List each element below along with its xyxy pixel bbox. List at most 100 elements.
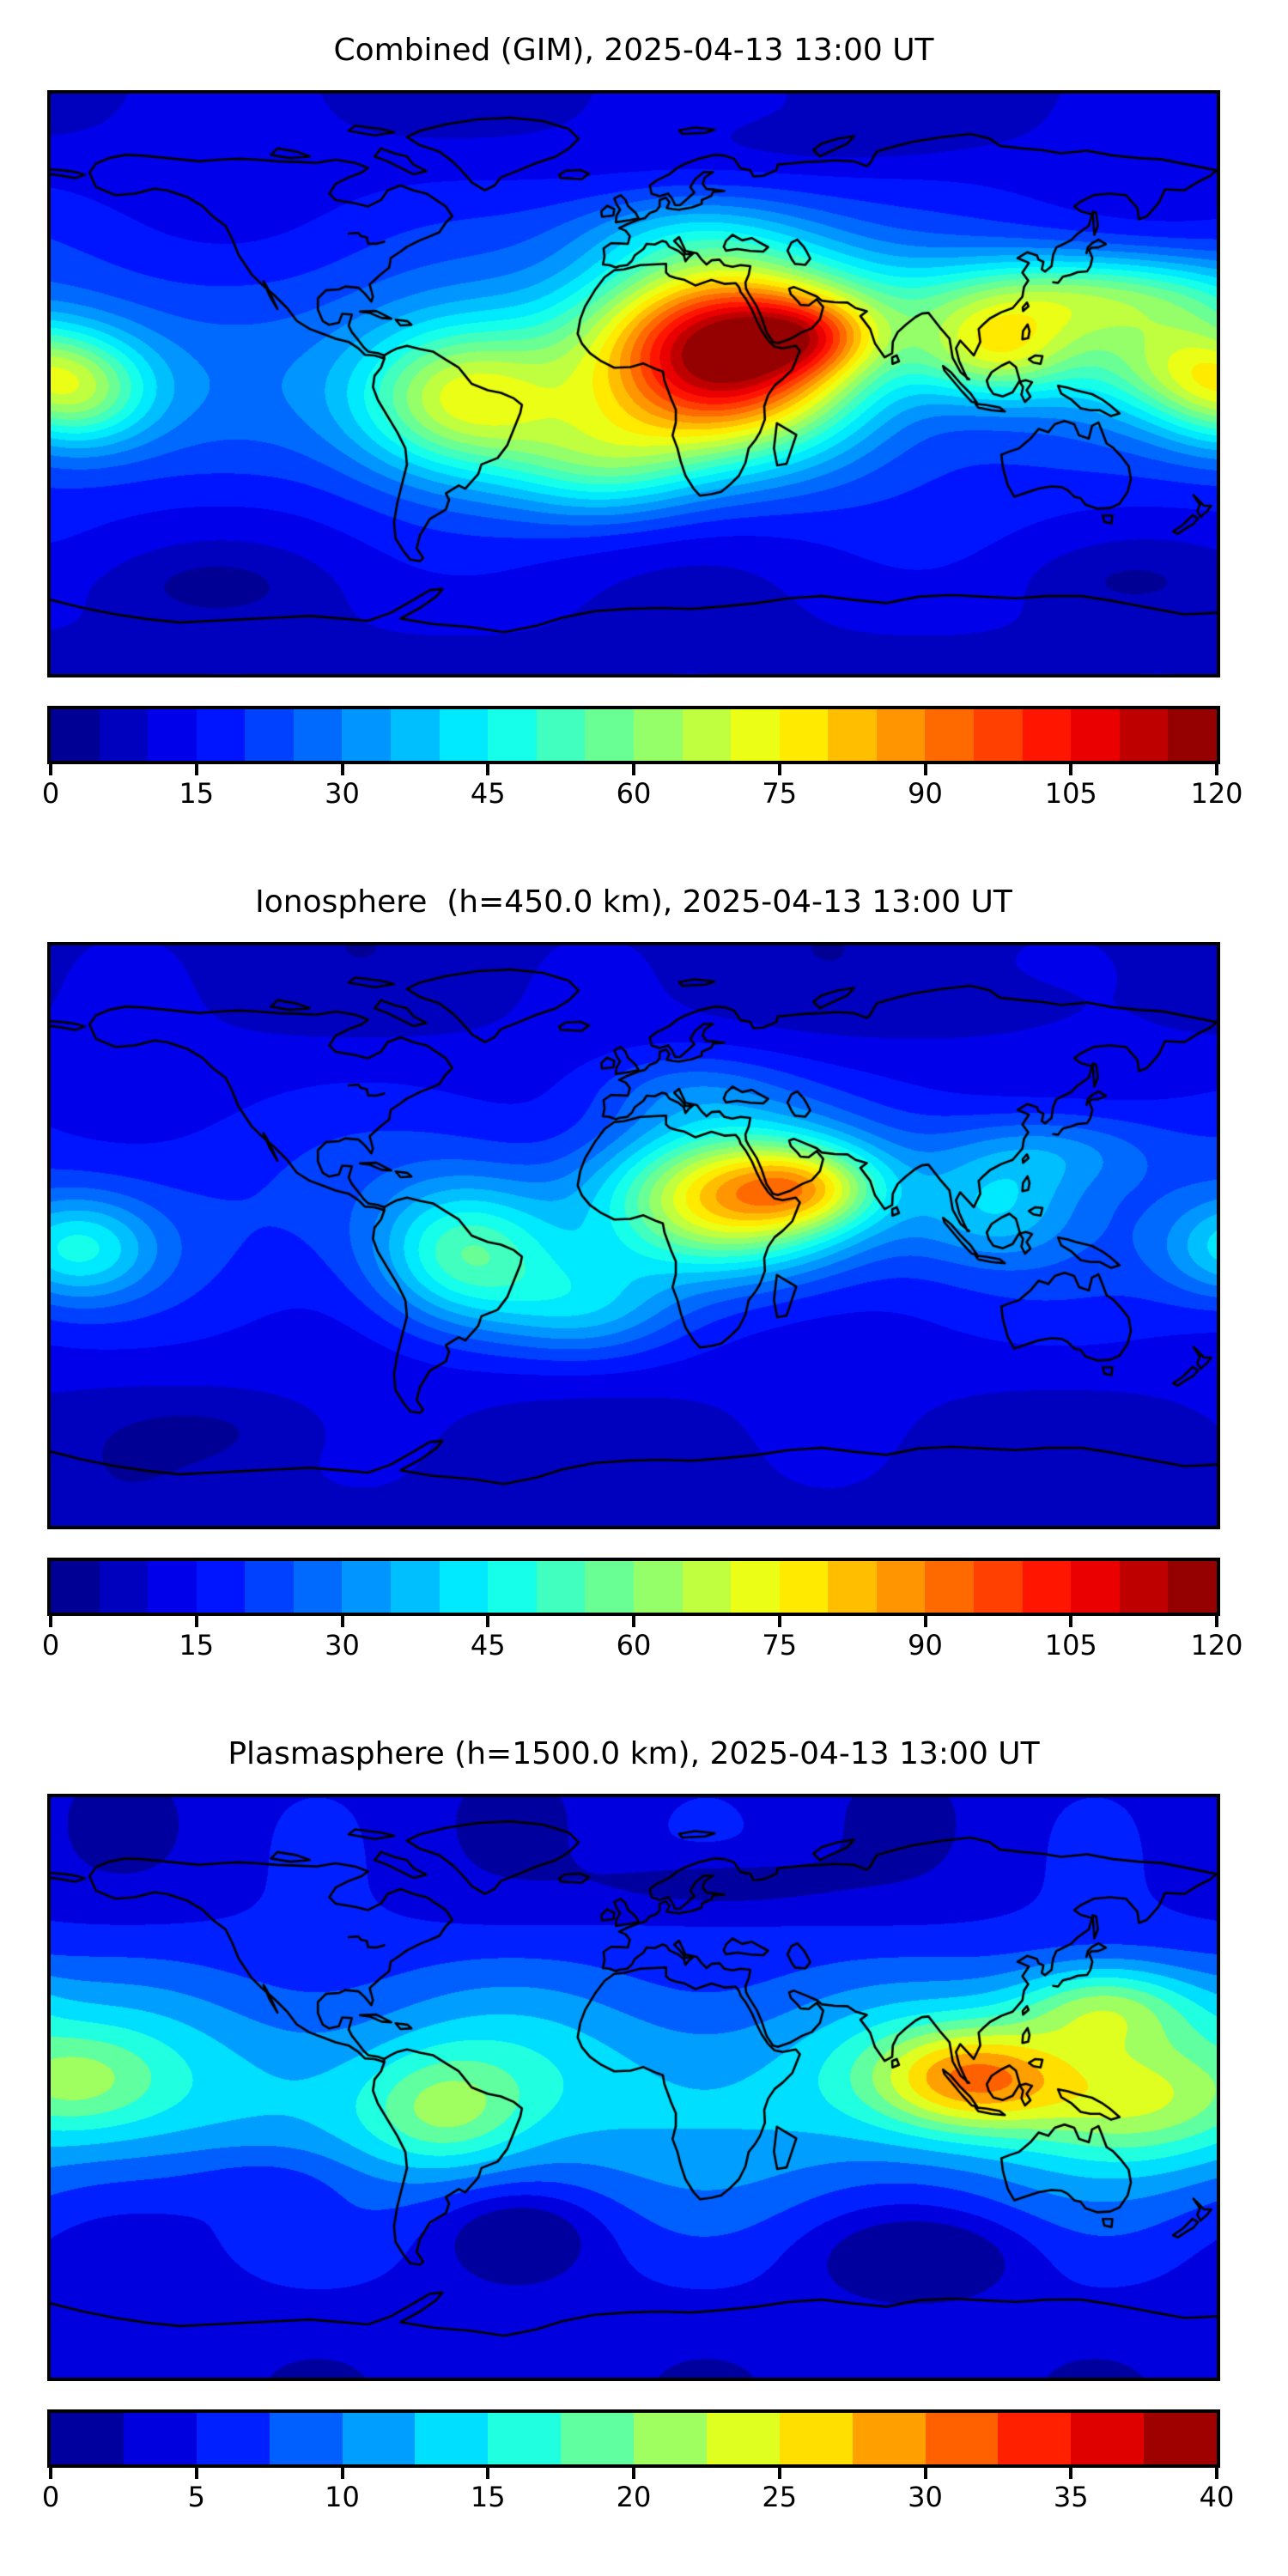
colorbar-segment <box>1071 709 1120 761</box>
colorbar-tick <box>486 1616 490 1627</box>
panel-ionosphere: Ionosphere (h=450.0 km), 2025-04-13 13:0… <box>42 883 1243 1662</box>
colorbar-segment <box>973 1561 1023 1613</box>
colorbar-segment <box>585 1561 634 1613</box>
colorbar-tick-label: 25 <box>762 2481 798 2513</box>
colorbar-segment <box>148 709 197 761</box>
map-frame-plasmasphere <box>47 1794 1220 2381</box>
colorbar-tick-label: 60 <box>616 777 652 810</box>
colorbar-segment <box>585 709 634 761</box>
colorbar-tick-label: 45 <box>470 777 506 810</box>
colorbar-tick-label: 105 <box>1044 777 1097 810</box>
colorbar-segment <box>488 2413 562 2464</box>
colorbar-segment <box>779 2413 853 2464</box>
colorbar-segment <box>269 2413 343 2464</box>
colorbar-segment <box>245 1561 294 1613</box>
colorbar-segment <box>1071 2413 1145 2464</box>
colorbar-tick <box>1069 1616 1073 1627</box>
colorbar-segment <box>973 709 1023 761</box>
colorbar-segment <box>1119 709 1169 761</box>
colorbar-tick-label: 120 <box>1190 1629 1243 1662</box>
colorbar-segment <box>561 2413 634 2464</box>
colorbar-tick <box>340 2468 344 2479</box>
colorbar-tick <box>194 764 198 775</box>
colorbar-tick-label: 30 <box>908 2481 943 2513</box>
colorbar-segment <box>415 2413 489 2464</box>
colorbar-segment <box>828 709 877 761</box>
colorbar-tick-label: 0 <box>41 1629 60 1662</box>
colorbar-segment <box>51 2413 124 2464</box>
colorbar-tick <box>1215 1616 1218 1627</box>
colorbar-segment <box>634 2413 707 2464</box>
colorbar-tick <box>923 2468 927 2479</box>
colorbar-segment <box>342 2413 416 2464</box>
panel-combined-gim: Combined (GIM), 2025-04-13 13:00 UT 0 15 3… <box>42 31 1243 810</box>
colorbar-tick <box>1215 764 1218 775</box>
colorbar-tick <box>777 764 781 775</box>
colorbar-segment <box>99 1561 149 1613</box>
colorbar-segment <box>293 1561 343 1613</box>
colorbar-segment <box>51 709 100 761</box>
colorbar-segment <box>828 1561 877 1613</box>
colorbar-segment <box>925 2413 999 2464</box>
colorbar-tick <box>340 1616 344 1627</box>
colorbar-segment <box>536 1561 586 1613</box>
colorbar-segment <box>682 709 732 761</box>
figure: Combined (GIM), 2025-04-13 13:00 UT 0 15 3… <box>41 31 1243 2513</box>
colorbar-segment <box>439 709 489 761</box>
colorbar-axis-combined: 0 15 30 45 60 75 90 105 120 <box>42 764 1243 810</box>
colorbar-segment <box>488 709 537 761</box>
colorbar-tick-label: 90 <box>908 1629 943 1662</box>
colorbar-tick-label: 0 <box>41 2481 60 2513</box>
colorbar-segment <box>1144 2413 1217 2464</box>
colorbar-segment <box>196 709 246 761</box>
colorbar-segment <box>1022 709 1072 761</box>
colorbar-segment <box>196 2413 270 2464</box>
colorbar-segment <box>245 709 294 761</box>
colorbar-tick-label: 0 <box>41 777 60 810</box>
colorbar-tick <box>340 764 344 775</box>
colorbar-tick <box>194 1616 198 1627</box>
colorbar-segment <box>706 2413 780 2464</box>
colorbar-segment <box>391 1561 440 1613</box>
panel-title-plasmasphere: Plasmasphere (h=1500.0 km), 2025-04-13 1… <box>228 1736 1040 1771</box>
colorbar-segment <box>342 1561 392 1613</box>
colorbar-segment <box>293 709 343 761</box>
colorbar-axis-ionosphere: 0 15 30 45 60 75 90 105 120 <box>42 1616 1243 1662</box>
colorbar-segment <box>925 1561 974 1613</box>
colorbar-tick <box>1215 2468 1218 2479</box>
colorbar-tick-label: 10 <box>325 2481 360 2513</box>
colorbar-tick-label: 40 <box>1199 2481 1235 2513</box>
colorbar-tick-label: 30 <box>325 1629 360 1662</box>
colorbar-segment <box>148 1561 197 1613</box>
colorbar-tick <box>486 764 490 775</box>
colorbar-tick-label: 15 <box>470 2481 506 2513</box>
colorbar-tick <box>49 2468 52 2479</box>
colorbar-segment <box>51 1561 100 1613</box>
colorbar-tick <box>49 1616 52 1627</box>
colorbar-tick <box>1069 764 1073 775</box>
colorbar-segment <box>998 2413 1072 2464</box>
colorbar-segment <box>1022 1561 1072 1613</box>
colorbar-segment <box>536 709 586 761</box>
colorbar-tick-label: 75 <box>762 1629 798 1662</box>
colorbar-tick <box>923 1616 927 1627</box>
colorbar-segment <box>779 709 829 761</box>
panel-title-combined: Combined (GIM), 2025-04-13 13:00 UT <box>333 33 934 68</box>
colorbar-tick-label: 5 <box>187 2481 205 2513</box>
colorbar-segment <box>99 709 149 761</box>
colorbar-tick <box>194 2468 198 2479</box>
colorbar-segment <box>439 1561 489 1613</box>
colorbar-segment <box>876 1561 926 1613</box>
colorbar-tick <box>49 764 52 775</box>
colorbar-segment <box>731 709 780 761</box>
colorbar-tick-label: 90 <box>908 777 943 810</box>
colorbar-plasmasphere <box>47 2409 1220 2468</box>
world-tec-map-plasmasphere <box>51 1797 1217 2378</box>
colorbar-segment <box>682 1561 732 1613</box>
colorbar-tick <box>632 1616 635 1627</box>
colorbar-segment <box>488 1561 537 1613</box>
colorbar-tick-label: 35 <box>1053 2481 1089 2513</box>
colorbar-tick <box>486 2468 490 2479</box>
colorbar-segment <box>1071 1561 1120 1613</box>
colorbar-ionosphere <box>47 1558 1220 1616</box>
